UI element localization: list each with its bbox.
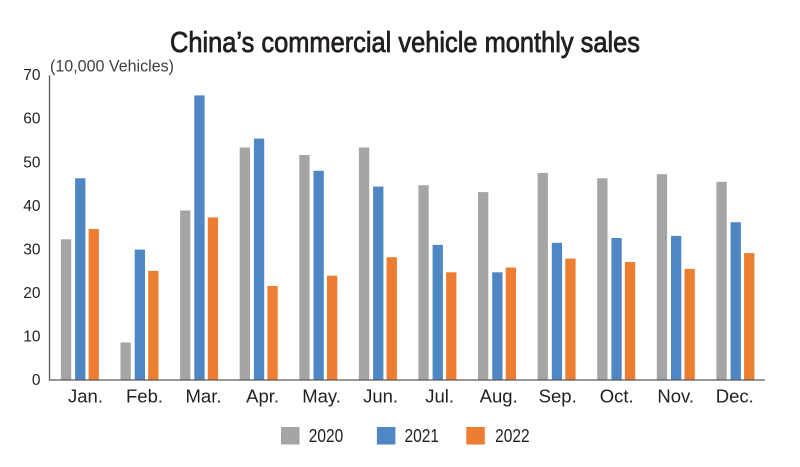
svg-text:2022: 2022 xyxy=(495,425,529,446)
svg-text:30: 30 xyxy=(23,242,41,259)
svg-text:0: 0 xyxy=(32,372,41,389)
svg-text:10: 10 xyxy=(23,329,41,346)
svg-text:Apr.: Apr. xyxy=(246,386,279,407)
svg-text:Jul.: Jul. xyxy=(425,386,454,407)
svg-text:Jan.: Jan. xyxy=(68,386,103,407)
svg-text:Nov.: Nov. xyxy=(657,386,694,407)
svg-text:2021: 2021 xyxy=(405,425,440,446)
svg-text:Feb.: Feb. xyxy=(126,386,163,407)
svg-text:Dec.: Dec. xyxy=(716,386,754,407)
svg-text:Aug.: Aug. xyxy=(480,386,518,407)
svg-text:Oct.: Oct. xyxy=(600,386,634,407)
svg-text:Jun.: Jun. xyxy=(363,386,398,407)
svg-text:60: 60 xyxy=(23,111,41,128)
svg-text:China’s commercial vehicle mon: China’s commercial vehicle monthly sales xyxy=(170,27,640,59)
svg-text:Mar.: Mar. xyxy=(186,386,222,407)
svg-text:2020: 2020 xyxy=(309,425,344,446)
svg-text:20: 20 xyxy=(23,285,41,302)
svg-text:40: 40 xyxy=(23,198,41,215)
svg-text:May.: May. xyxy=(302,386,341,407)
svg-text:70: 70 xyxy=(23,67,41,84)
svg-text:(10,000 Vehicles): (10,000 Vehicles) xyxy=(50,58,174,76)
svg-text:50: 50 xyxy=(23,154,41,171)
svg-text:Sep.: Sep. xyxy=(539,386,577,407)
